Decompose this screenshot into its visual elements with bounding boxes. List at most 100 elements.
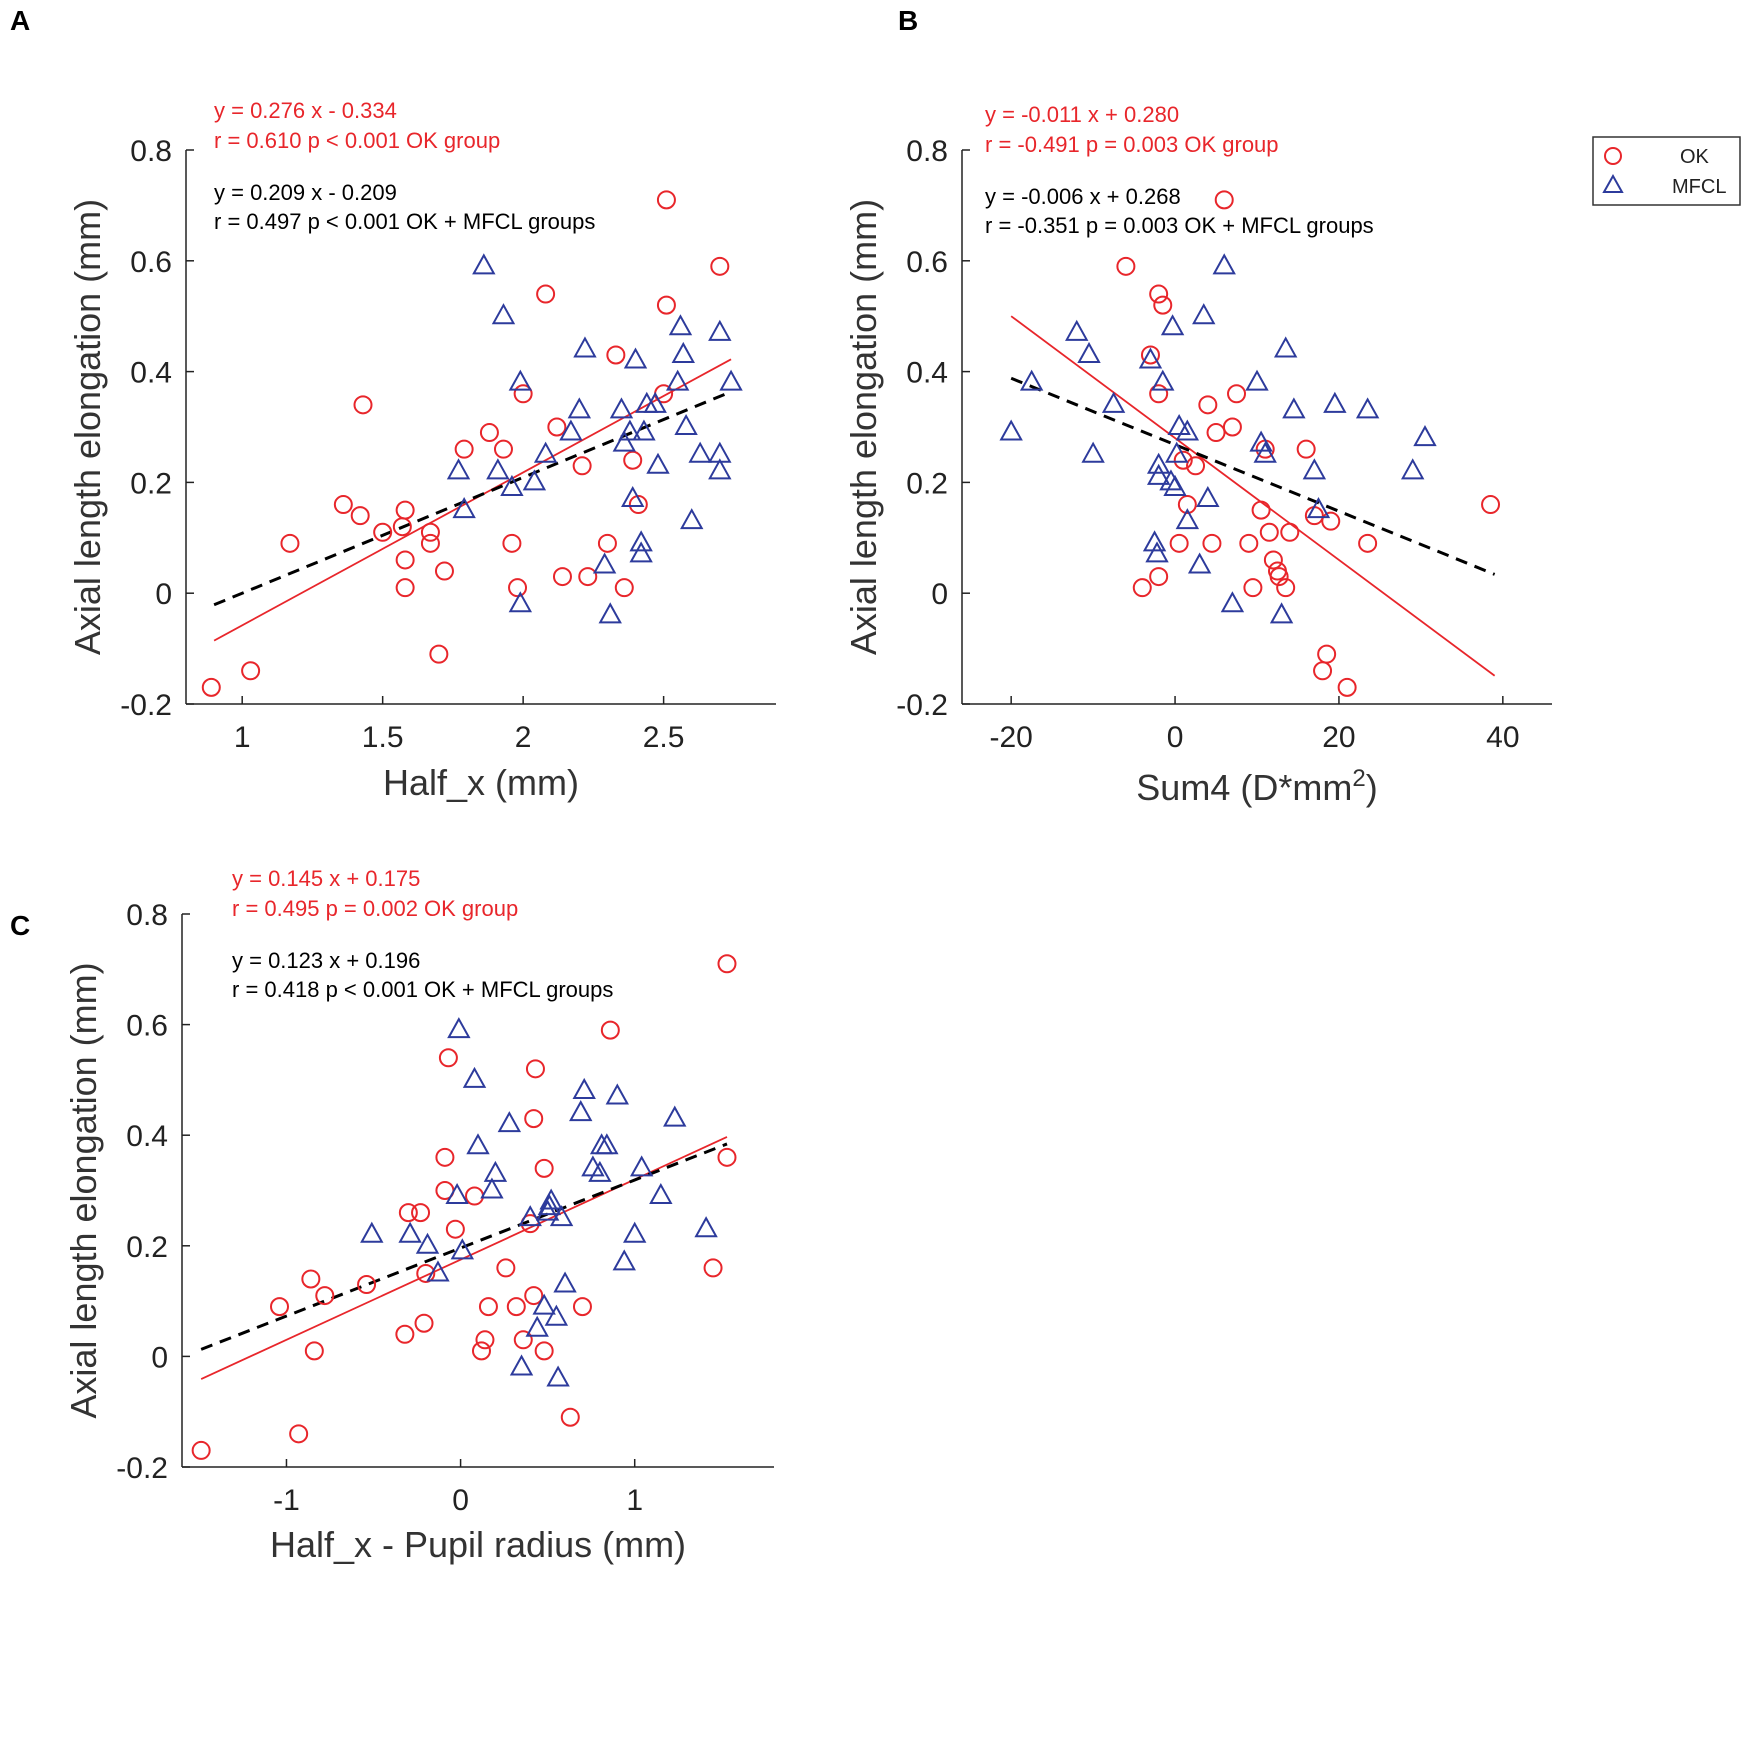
point-mfcl	[447, 1017, 471, 1039]
point-mfcl	[415, 1232, 440, 1254]
point-ok	[502, 533, 522, 553]
y-tick-label: 0	[931, 578, 948, 611]
point-mfcl	[612, 1249, 636, 1271]
point-mfcl	[1019, 369, 1044, 391]
x-tick-label: 1	[234, 721, 251, 754]
x-tick-label: 1.5	[362, 721, 404, 754]
point-mfcl	[605, 1083, 629, 1105]
point-ok	[304, 1341, 324, 1361]
point-ok	[1132, 578, 1152, 598]
annotation-combined-equation: y = -0.006 x + 0.268	[985, 184, 1181, 209]
point-mfcl	[497, 1111, 522, 1133]
point-ok	[1149, 384, 1169, 404]
point-mfcl	[525, 1315, 549, 1337]
point-mfcl	[1212, 253, 1236, 275]
point-mfcl	[1146, 463, 1171, 485]
y-tick-label: 0.6	[130, 246, 172, 279]
point-mfcl	[643, 391, 667, 413]
x-axis-label: Half_x (mm)	[383, 762, 579, 803]
point-ok	[493, 439, 513, 459]
point-ok	[420, 522, 440, 542]
point-mfcl	[609, 397, 634, 419]
fit-line-combined	[1010, 376, 1496, 576]
point-mfcl	[544, 1304, 569, 1326]
point-ok	[471, 1341, 491, 1361]
legend: OK MFCL	[1592, 136, 1741, 206]
x-tick-label: 0	[1167, 721, 1184, 754]
x-tick-label: -1	[273, 1484, 300, 1517]
point-ok	[1169, 533, 1189, 553]
point-ok	[1153, 295, 1173, 315]
point-mfcl	[629, 541, 653, 563]
annotation-combined-equation: y = 0.209 x - 0.209	[214, 180, 397, 205]
point-ok	[572, 1297, 592, 1317]
point-mfcl	[532, 1293, 556, 1315]
point-ok	[628, 495, 648, 515]
point-ok	[534, 1158, 554, 1178]
point-mfcl	[621, 485, 645, 508]
point-mfcl	[446, 458, 471, 480]
point-ok	[560, 1407, 580, 1427]
point-mfcl	[1145, 541, 1169, 563]
point-ok	[1243, 578, 1263, 598]
x-tick-label: 40	[1486, 721, 1519, 754]
point-mfcl	[1065, 319, 1089, 341]
point-mfcl	[1138, 347, 1163, 369]
point-ok	[717, 1147, 737, 1167]
point-mfcl	[719, 369, 743, 391]
x-tick-label: 2.5	[643, 721, 685, 754]
point-mfcl	[508, 369, 533, 391]
annotation-ok-stats: r = 0.495 p = 0.002 OK group	[232, 896, 518, 921]
point-ok	[656, 190, 676, 210]
annotation-ok-equation: y = 0.145 x + 0.175	[232, 866, 420, 891]
point-ok	[191, 1440, 211, 1460]
point-ok	[445, 1219, 465, 1239]
point-ok	[572, 456, 592, 476]
point-mfcl	[553, 1271, 577, 1293]
point-mfcl	[426, 1260, 450, 1282]
point-mfcl	[1163, 474, 1187, 496]
point-ok	[508, 578, 528, 598]
point-mfcl	[674, 413, 698, 435]
point-ok	[315, 1286, 335, 1306]
panel-letter-a: A	[10, 5, 30, 36]
y-tick-label: -0.2	[120, 689, 172, 722]
point-ok	[201, 677, 221, 697]
point-ok	[270, 1297, 290, 1317]
point-mfcl	[632, 419, 656, 441]
fit-line-combined	[213, 390, 732, 607]
point-mfcl	[483, 1160, 508, 1182]
point-mfcl	[1282, 397, 1306, 419]
point-ok	[1313, 661, 1333, 681]
point-ok	[350, 506, 370, 526]
point-ok	[552, 567, 572, 587]
point-mfcl	[1175, 419, 1200, 441]
y-tick-label: -0.2	[116, 1452, 168, 1485]
point-ok	[1173, 450, 1193, 470]
point-mfcl	[1160, 314, 1185, 336]
x-tick-label: 2	[515, 721, 532, 754]
point-mfcl	[569, 1100, 593, 1122]
point-mfcl	[462, 1066, 487, 1088]
point-mfcl	[573, 336, 597, 358]
point-ok	[301, 1269, 321, 1289]
point-mfcl	[680, 508, 704, 530]
annotation-ok-equation: y = 0.276 x - 0.334	[214, 98, 397, 123]
point-mfcl	[452, 497, 476, 519]
point-ok	[416, 1263, 436, 1283]
fit-line-combined	[200, 1142, 728, 1351]
point-ok	[513, 1330, 533, 1350]
point-ok	[1140, 345, 1160, 365]
point-mfcl	[1413, 425, 1437, 447]
point-mfcl	[1245, 369, 1269, 391]
point-ok	[465, 1186, 485, 1206]
point-mfcl	[480, 1177, 504, 1199]
legend-mfcl-label: MFCL	[1672, 176, 1726, 198]
point-ok	[606, 345, 626, 365]
point-mfcl	[588, 1160, 612, 1182]
y-tick-label: 0.2	[130, 467, 172, 500]
point-ok	[434, 561, 454, 581]
point-mfcl	[398, 1221, 422, 1243]
point-mfcl	[539, 1188, 563, 1210]
annotation-combined-stats: r = 0.497 p < 0.001 OK + MFCL groups	[214, 209, 595, 234]
